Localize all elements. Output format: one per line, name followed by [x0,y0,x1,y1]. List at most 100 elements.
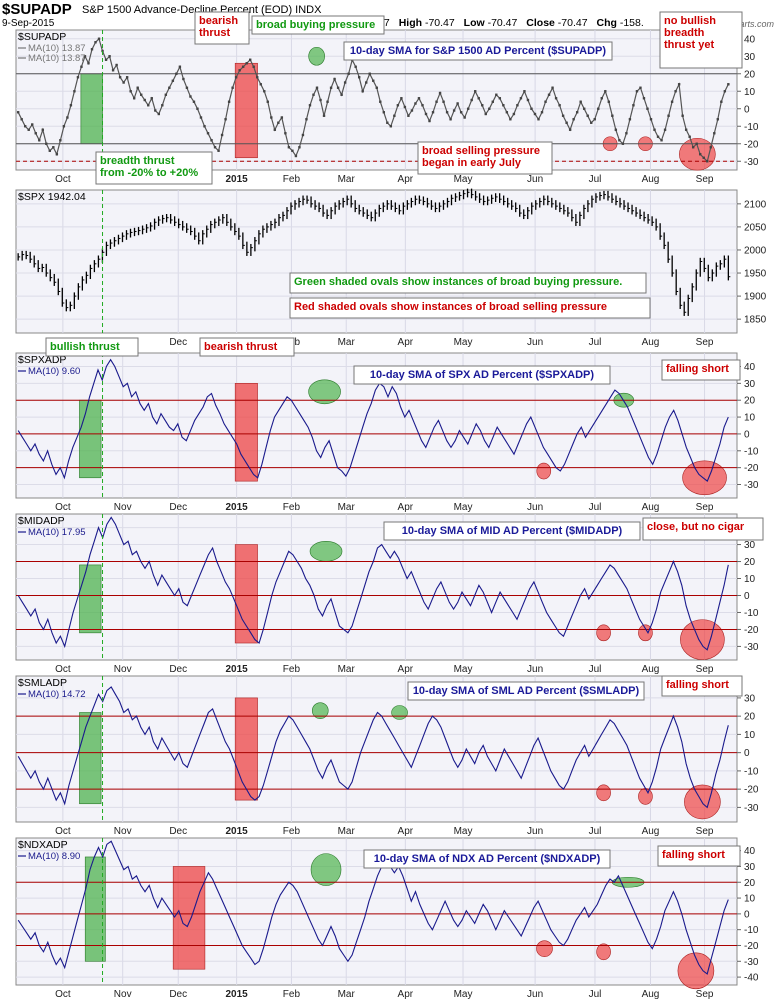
callout-broad-selling-text: broad selling pressure began in early Jul… [422,145,540,169]
ytick-label: 2000 [744,245,767,256]
panel-label: $SMLADP [18,677,67,689]
sma-marker [625,132,628,135]
sma-marker [83,55,87,58]
callout-falling-short-sml-text: falling short [666,679,729,691]
sma-marker [424,112,428,116]
xtick-label: May [454,664,473,675]
panel-title-smladp: 10-day SMA of SML AD Percent ($SMLADP) [407,681,645,701]
xtick-label: Feb [283,826,301,837]
callout-falling-short-ndx-text: falling short [662,849,725,861]
xtick-label: Dec [169,337,187,348]
ytick-label: 0 [744,748,750,759]
callout-falling-short-ndx-box [657,845,741,867]
sma-marker [175,72,178,75]
sma-marker [115,63,118,67]
sma-marker [301,133,305,137]
sma-marker [670,100,674,103]
xtick-label: Dec [169,664,187,675]
panel-label: $MIDADP [18,515,65,527]
sma-marker [474,90,477,93]
callout-bearish-thrust-text: bearish thrust [199,15,238,39]
callout-bearish-thrust-text-line: thrust [199,27,231,39]
sma-marker [389,125,393,128]
callout-bearish-thrust-spx-text-line: bearish thrust [204,341,278,353]
sma-marker [294,154,298,158]
callout-green-ovals-text: Green shaded ovals show instances of bro… [294,276,622,288]
xtick-label: Oct [55,664,71,675]
sma-marker [554,97,558,100]
sma-marker [646,107,649,110]
callout-falling-short-sml-box [661,675,743,697]
ytick-label: -20 [744,139,759,150]
sma-marker [660,139,663,142]
callout-bullish-thrust-box [45,337,139,357]
panel-title-midadp-text: 10-day SMA of MID AD Percent ($MIDADP) [402,525,623,537]
sma-marker [509,118,512,121]
sma-marker [456,102,459,105]
ytick-label: -10 [744,122,759,133]
sma-marker [27,128,30,131]
sma-marker [488,107,491,110]
sma-marker [38,139,41,142]
sma-marker [544,100,547,103]
ytick-label: -10 [744,766,759,777]
sma-marker [382,111,386,114]
sma-marker [157,112,160,116]
xtick-label: 2015 [226,826,249,837]
sma-marker [245,62,248,65]
callout-broad-selling-box [417,141,553,175]
ytick-label: -30 [744,157,759,168]
xtick-label: Nov [114,502,132,513]
sma-marker [329,86,333,89]
callout-close-no-cigar-text: close, but no cigar [647,521,745,533]
ytick-label: 20 [744,712,756,723]
sma-marker [575,111,579,114]
buying-pressure-oval [311,702,329,719]
sma-marker [699,153,702,156]
quote-chg-label: Chg [596,17,617,29]
sma-marker [491,100,494,103]
bearish-thrust-box [172,866,206,970]
panel-title-spxadp-text-line: 10-day SMA of SPX AD Percent ($SPXADP) [370,369,594,381]
sma-marker [118,76,122,79]
callout-falling-short-spx-text-line: falling short [666,363,729,375]
xtick-label: Feb [283,174,301,185]
ytick-label: 0 [744,909,750,920]
sma-marker [407,114,410,117]
bullish-thrust-box [79,564,102,634]
sma-marker [143,98,146,102]
ytick-label: -10 [744,608,759,619]
callout-red-ovals-text-line: Red shaded ovals show instances of broad… [294,301,607,313]
sma-marker [284,132,287,135]
legend-label: MA(10) 13.87 [28,43,86,54]
sma-marker [252,65,255,68]
sma-marker [365,81,368,84]
panel-title-smladp-text-line: 10-day SMA of SML AD Percent ($SMLADP) [413,685,640,697]
sma-marker [192,100,196,103]
legend-label: MA(10) 9.60 [28,366,80,377]
sma-marker [210,139,213,142]
legend-label: MA(10) 8.90 [28,851,80,862]
sma-marker [97,37,101,40]
sma-marker [663,128,667,131]
xtick-label: 2015 [226,502,249,513]
ytick-label: -20 [744,785,759,796]
callout-close-no-cigar: close, but no cigar [642,517,764,541]
sma-line [17,358,729,482]
panel-label: $SPX 1942.04 [18,191,86,203]
sma-marker [403,105,407,109]
sma-marker [249,58,252,61]
xtick-label: Jun [527,826,543,837]
sma-marker [315,86,319,89]
sma-marker [178,65,182,68]
sma-marker [558,104,561,107]
sma-marker [140,93,143,96]
xtick-label: Aug [642,664,660,675]
xtick-label: Jun [527,989,543,1000]
sma-marker [199,116,203,119]
ytick-label: -20 [744,625,759,636]
sma-marker [523,90,526,93]
sma-marker [466,107,470,110]
sma-marker [129,90,132,93]
selling-pressure-oval [638,624,653,642]
